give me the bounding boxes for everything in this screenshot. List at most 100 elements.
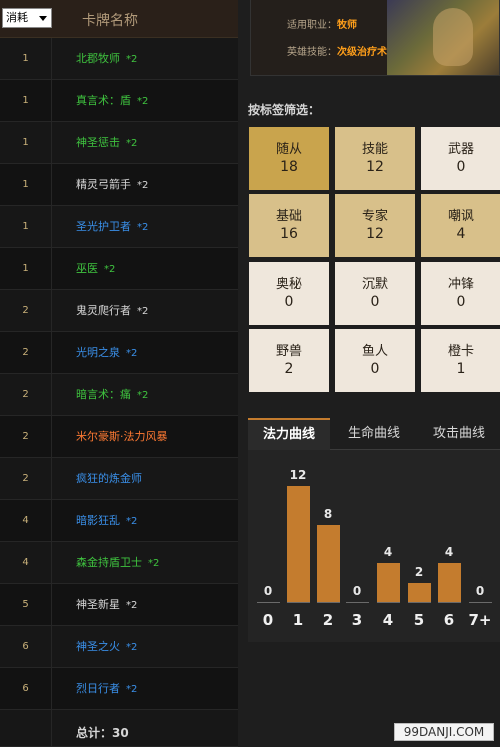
filter-tile-label: 野兽 [275, 344, 302, 359]
chart-data-label: 12 [289, 468, 307, 482]
chart-data-label: 0 [263, 584, 273, 598]
card-cost: 6 [0, 668, 52, 710]
chart-baseline [317, 602, 340, 603]
card-name[interactable]: 森金持盾卫士 *2 [76, 542, 159, 584]
card-row[interactable]: 1 真言术：盾 *2 [0, 80, 238, 122]
filter-tile[interactable]: 武器 0 [421, 127, 500, 190]
filter-tile[interactable]: 基础 16 [249, 194, 329, 257]
filter-tile-count: 16 [280, 226, 298, 242]
filter-tile-count: 12 [366, 226, 384, 242]
filter-tile-label: 鱼人 [361, 344, 388, 359]
card-name-text: 鬼灵爬行者 [76, 304, 131, 317]
tab-attack-curve[interactable]: 攻击曲线 [432, 426, 485, 441]
card-count: *2 [148, 558, 160, 569]
right-panel: 适用职业：牧师 英雄技能：次级治疗术 按标签筛选： 随从 18 技能 12 武器 0 基础 1… [238, 0, 500, 747]
chart-data-label: 0 [352, 584, 362, 598]
tab-mana-curve[interactable]: 法力曲线 [248, 418, 330, 450]
card-name-text: 烈日行者 [76, 682, 120, 695]
card-row[interactable]: 1 神圣惩击 *2 [0, 122, 238, 164]
filter-tile[interactable]: 奥秘 0 [249, 262, 329, 325]
filter-tile[interactable]: 技能 12 [335, 127, 415, 190]
card-row[interactable]: 1 北郡牧师 *2 [0, 38, 238, 80]
card-name[interactable]: 圣光护卫者 *2 [76, 206, 148, 248]
filter-tile-label: 橙卡 [447, 344, 474, 359]
card-count: *2 [137, 222, 149, 233]
card-row[interactable]: 2 暗言术：痛 *2 [0, 374, 238, 416]
chart-x-tick-label: 3 [351, 611, 363, 629]
card-name[interactable]: 神圣之火 *2 [76, 626, 137, 668]
card-count: *2 [126, 54, 138, 65]
chart-bar [377, 563, 400, 602]
filter-tile[interactable]: 沉默 0 [335, 262, 415, 325]
filter-tile-label: 嘲讽 [447, 209, 474, 224]
card-cost: 4 [0, 500, 52, 542]
card-count: *2 [126, 138, 138, 149]
card-cost: 1 [0, 38, 52, 80]
card-name[interactable]: 鬼灵爬行者 *2 [76, 290, 148, 332]
deck-total: 总计：30 [76, 726, 129, 740]
card-name[interactable]: 烈日行者 *2 [76, 668, 137, 710]
chart-baseline [287, 602, 310, 603]
card-row[interactable]: 6 神圣之火 *2 [0, 626, 238, 668]
filter-tile[interactable]: 鱼人 0 [335, 329, 415, 392]
tab-health-curve[interactable]: 生命曲线 [347, 426, 400, 441]
card-name[interactable]: 北郡牧师 *2 [76, 38, 137, 80]
card-cost: 1 [0, 206, 52, 248]
watermark: 99DANJI.COM [394, 723, 494, 741]
card-name[interactable]: 光明之泉 *2 [76, 332, 137, 374]
sort-select[interactable]: 消耗 [2, 8, 52, 28]
chart-x-tick-label: 2 [322, 611, 334, 629]
filter-tile[interactable]: 冲锋 0 [421, 262, 500, 325]
card-name[interactable]: 巫医 *2 [76, 248, 115, 290]
card-cost: 6 [0, 626, 52, 668]
filter-tile-count: 18 [280, 159, 298, 175]
chart-bar [317, 525, 340, 602]
card-name-text: 神圣新星 [76, 598, 120, 611]
chart-bar [287, 486, 310, 602]
filter-tile[interactable]: 专家 12 [335, 194, 415, 257]
card-count: *2 [126, 600, 138, 611]
chart-baseline [438, 602, 461, 603]
hero-face-shape [433, 8, 473, 66]
curve-tabs: 法力曲线 生命曲线 攻击曲线 [248, 418, 500, 450]
card-row[interactable]: 1 巫医 *2 [0, 248, 238, 290]
filter-tile-count: 0 [284, 294, 294, 310]
chevron-down-icon [39, 16, 47, 21]
card-row[interactable]: 4 暗影狂乱 *2 [0, 500, 238, 542]
chart-baseline [346, 602, 369, 603]
hero-skill-label: 英雄技能： [287, 47, 337, 58]
filter-title: 按标签筛选： [248, 103, 321, 117]
filter-tile[interactable]: 野兽 2 [249, 329, 329, 392]
filter-tile[interactable]: 橙卡 1 [421, 329, 500, 392]
card-row[interactable]: 5 神圣新星 *2 [0, 584, 238, 626]
card-row[interactable]: 4 森金持盾卫士 *2 [0, 542, 238, 584]
card-name[interactable]: 神圣新星 *2 [76, 584, 137, 626]
card-row[interactable]: 1 精灵弓箭手 *2 [0, 164, 238, 206]
card-name[interactable]: 暗影狂乱 *2 [76, 500, 137, 542]
card-name-text: 真言术：盾 [76, 94, 131, 107]
sort-select-value: 消耗 [6, 11, 28, 24]
mana-curve-chart: 0 0 12 1 8 2 0 3 4 4 2 5 4 6 0 7+ [248, 450, 500, 642]
card-row[interactable]: 2 米尔豪斯·法力风暴 [0, 416, 238, 458]
card-row[interactable]: 6 烈日行者 *2 [0, 668, 238, 710]
card-row[interactable]: 2 鬼灵爬行者 *2 [0, 290, 238, 332]
card-name[interactable]: 米尔豪斯·法力风暴 [76, 416, 174, 458]
filter-tile-count: 0 [370, 361, 380, 377]
card-name[interactable]: 暗言术：痛 *2 [76, 374, 148, 416]
card-name[interactable]: 疯狂的炼金师 [76, 458, 148, 500]
hero-class-value: 牧师 [337, 20, 357, 31]
card-row[interactable]: 2 疯狂的炼金师 [0, 458, 238, 500]
card-name[interactable]: 真言术：盾 *2 [76, 80, 148, 122]
filter-tile-label: 技能 [361, 142, 388, 157]
filter-tile-count: 0 [370, 294, 380, 310]
filter-tile-label: 武器 [447, 142, 474, 157]
card-row[interactable]: 2 光明之泉 *2 [0, 332, 238, 374]
filter-tile[interactable]: 嘲讽 4 [421, 194, 500, 257]
card-name-text: 神圣之火 [76, 640, 120, 653]
card-name[interactable]: 神圣惩击 *2 [76, 122, 137, 164]
card-name-text: 暗言术：痛 [76, 388, 131, 401]
filter-tile[interactable]: 随从 18 [249, 127, 329, 190]
card-cost: 4 [0, 542, 52, 584]
card-name[interactable]: 精灵弓箭手 *2 [76, 164, 148, 206]
card-row[interactable]: 1 圣光护卫者 *2 [0, 206, 238, 248]
